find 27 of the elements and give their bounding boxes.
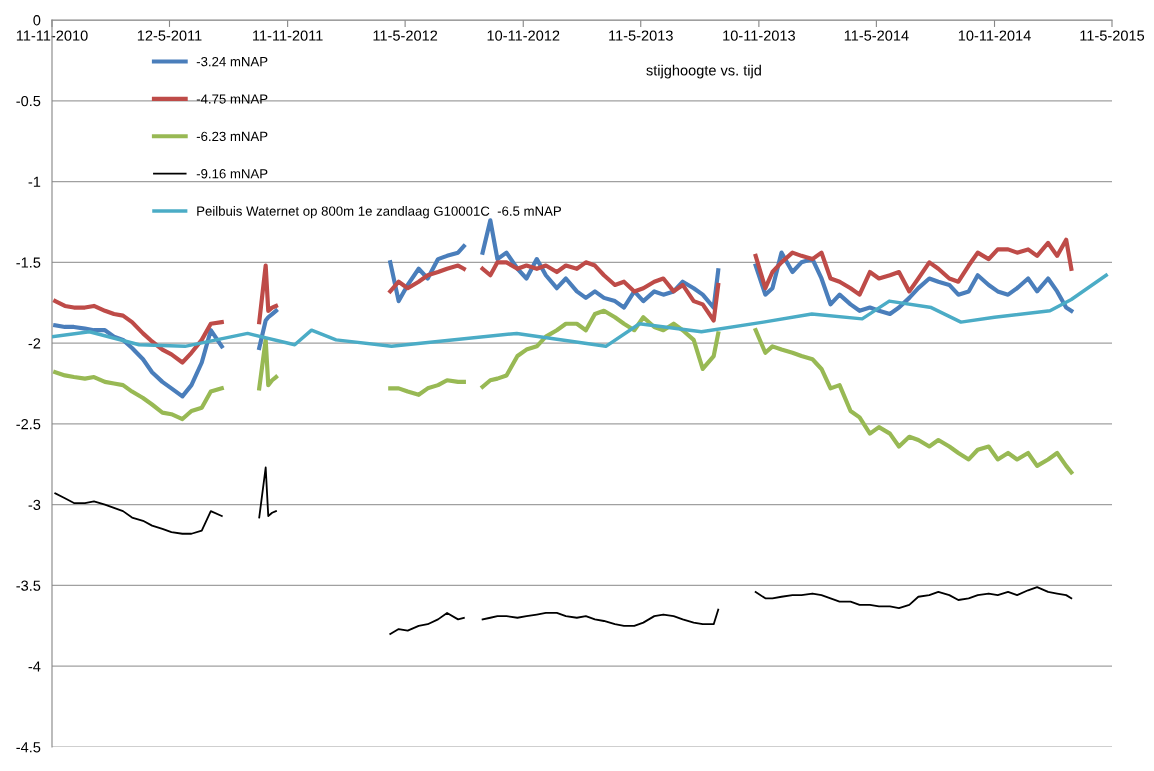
- x-tick-label: 11-11-2010: [16, 30, 88, 41]
- x-tick-label: 10-11-2014: [958, 30, 1031, 41]
- y-tick-label: -4: [28, 661, 41, 672]
- x-tick-label: 11-11-2011: [253, 30, 323, 41]
- legend-label: -9.16 mNAP: [196, 169, 268, 179]
- y-tick-label: -3.5: [16, 580, 41, 591]
- y-tick-label: -3: [28, 499, 41, 511]
- legend-label: -4.75 mNAP: [196, 94, 268, 104]
- legend-label: -3.24 mNAP: [196, 56, 268, 67]
- y-tick-label: -4.5: [16, 742, 41, 753]
- x-tick-label: 10-11-2013: [723, 30, 796, 41]
- x-tick-label: 10-11-2012: [487, 30, 560, 41]
- y-tick-label: -1.5: [16, 257, 41, 268]
- x-tick-label: 11-5-2012: [373, 30, 438, 41]
- x-tick-label: 11-5-2014: [844, 30, 909, 41]
- legend-label: Peilbuis Waternet op 800m 1e zandlaag G10001C -6.5 mNAP: [197, 206, 561, 219]
- x-tick-label: 11-5-2013: [609, 30, 673, 41]
- y-tick-label: -0.5: [16, 95, 41, 107]
- line-series: [52, 273, 1108, 349]
- text: stijghoogte vs. tijd: [646, 64, 761, 79]
- x-tick-label: 11-5-2015: [1080, 30, 1145, 41]
- y-tick-label: -2.5: [16, 418, 41, 430]
- legend-label: -6.23 mNAP: [196, 131, 268, 142]
- x-tick-label: 12-5-2011: [137, 30, 202, 41]
- y-tick-label: 0: [33, 15, 41, 26]
- y-tick-label: -2: [28, 338, 41, 349]
- y-tick-label: -1: [28, 176, 41, 187]
